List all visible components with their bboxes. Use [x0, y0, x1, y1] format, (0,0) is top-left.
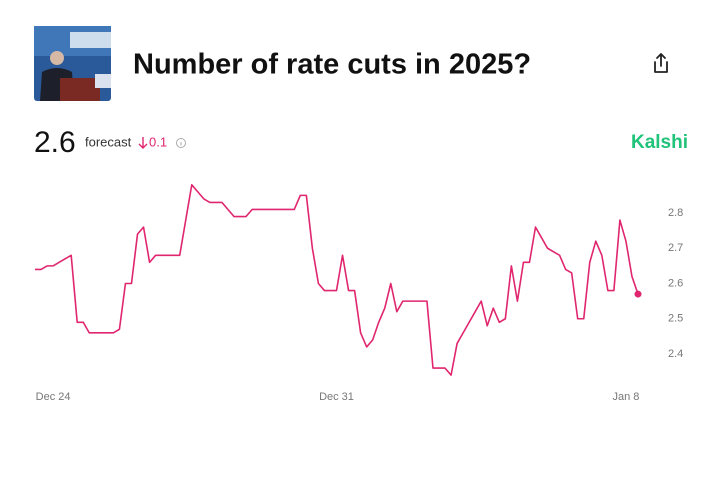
share-button[interactable] — [654, 53, 668, 73]
y-tick-label: 2.4 — [668, 348, 683, 360]
end-point — [634, 290, 642, 298]
change-arrow — [138, 137, 148, 149]
forecast-change: 0.1 — [149, 134, 167, 149]
market-image — [34, 26, 111, 101]
market-title: Number of rate cuts in 2025? — [133, 49, 531, 81]
y-tick-label: 2.5 — [668, 313, 683, 325]
y-tick-label: 2.7 — [668, 242, 683, 254]
forecast-label: forecast — [85, 134, 132, 149]
chart: 2.4 2.5 2.6 2.7 2.8 Dec 24 Dec 31 Jan 8 — [35, 184, 683, 403]
x-tick-label: Jan 8 — [612, 391, 639, 403]
y-tick-label: 2.8 — [668, 207, 683, 219]
brand: Kalshi — [631, 132, 688, 153]
y-tick-label: 2.6 — [668, 277, 683, 289]
x-tick-label: Dec 24 — [36, 391, 71, 403]
x-tick-label: Dec 31 — [319, 391, 354, 403]
forecast-line — [35, 184, 639, 376]
forecast-value: 2.6 — [34, 126, 76, 159]
info-icon[interactable] — [176, 138, 186, 148]
